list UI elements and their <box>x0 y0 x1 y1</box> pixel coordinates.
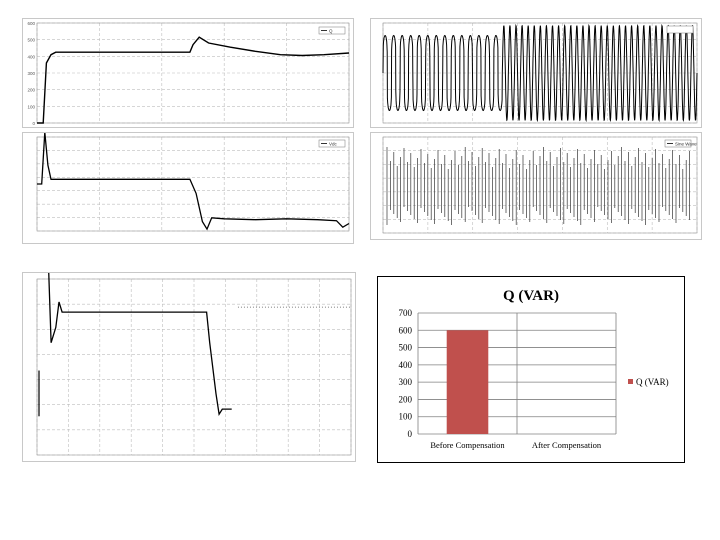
y-tick-label: 500 <box>27 38 35 43</box>
legend-box <box>666 25 694 34</box>
reactive-power-scope: 0 100 200 300 400 500 600 Q <box>22 18 354 128</box>
plot-area <box>36 136 350 232</box>
bar-before-compensation <box>446 330 489 434</box>
bar-chart-title: Q (VAR) <box>503 288 559 304</box>
y-tick-label: 500 <box>399 343 413 353</box>
y-tick-label: 700 <box>399 308 413 318</box>
voltage-trace <box>382 23 698 123</box>
plot-area <box>36 278 352 456</box>
pulse-plot: Sine Wave <box>382 136 698 234</box>
x-category-label: Before Compensation <box>430 440 505 450</box>
dc-voltage-plot: Vdc <box>36 133 350 232</box>
bar-chart-bars <box>446 330 489 434</box>
response-scope <box>22 272 356 462</box>
output-voltage-scope <box>370 18 702 128</box>
bar-chart-x-labels: Before Compensation After Compensation <box>430 440 602 450</box>
legend-box <box>664 139 692 148</box>
y-tick-label: 200 <box>27 88 35 93</box>
legend-swatch <box>628 379 633 384</box>
q-trace <box>37 36 350 124</box>
legend-label: Q (VAR) <box>636 377 669 387</box>
plot-area <box>382 136 698 234</box>
y-tick-label: 100 <box>399 412 413 422</box>
plot-area <box>36 22 350 124</box>
legend-text: Sine Wave <box>675 142 697 147</box>
dc-voltage-scope: Vdc <box>22 132 354 244</box>
q-var-bar-chart: Q (VAR) 0 100 200 300 400 500 600 700 Before Co… <box>377 276 685 463</box>
y-tick-label: 400 <box>399 360 413 370</box>
q-var-bar-plot: Q (VAR) 0 100 200 300 400 500 600 700 Before Co… <box>399 288 669 450</box>
vdc-trace <box>37 133 350 231</box>
legend-text: Vdc <box>329 142 338 147</box>
y-tick-label: 100 <box>27 104 35 109</box>
pulse-scope: Sine Wave <box>370 132 702 240</box>
y-tick-label: 400 <box>27 54 35 59</box>
x-category-label: After Compensation <box>532 440 602 450</box>
response-trace <box>48 273 232 417</box>
bar-chart-y-ticks: 0 100 200 300 400 500 600 700 <box>399 308 413 439</box>
legend-box <box>318 26 346 35</box>
y-tick-label: 0 <box>408 429 413 439</box>
reactive-power-plot: 0 100 200 300 400 500 600 Q <box>27 21 350 126</box>
output-voltage-plot <box>382 22 698 124</box>
response-plot <box>36 273 352 456</box>
y-tick-label: 600 <box>27 21 35 26</box>
y-tick-label: 300 <box>399 377 413 387</box>
y-tick-label: 0 <box>32 121 35 126</box>
legend-text: Q <box>329 29 333 34</box>
y-tick-label: 200 <box>399 394 413 404</box>
y-tick-label: 300 <box>27 71 35 76</box>
y-tick-label: 600 <box>399 325 413 335</box>
legend-box <box>318 139 346 148</box>
